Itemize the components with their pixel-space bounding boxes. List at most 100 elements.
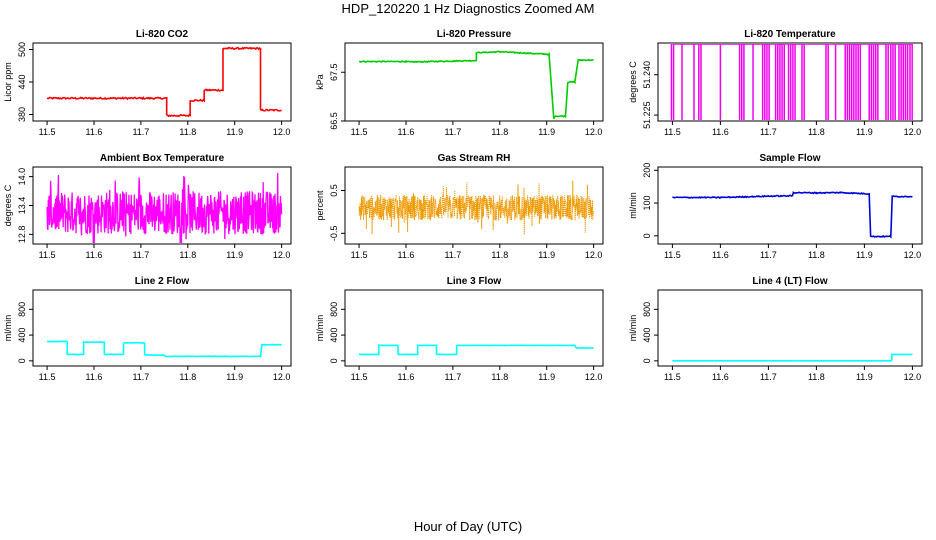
x-axis-label: Hour of Day (UTC) [414, 519, 522, 534]
chart-panel-6: Sample Flow 11.5 11.6 11.7 11.8 11.9 12.0 0 100 2… [628, 153, 923, 260]
panel-title: Li-820 CO2 [136, 29, 189, 40]
y-tick-label: 66.5 [329, 112, 339, 130]
series-line [672, 353, 913, 362]
x-tick-label: 11.9 [538, 250, 555, 260]
x-tick-label: 11.5 [664, 250, 681, 260]
data-layer [46, 46, 282, 118]
y-axis-label: kPa [315, 74, 325, 90]
data-layer [672, 353, 913, 362]
data-layer [46, 172, 283, 243]
series-line [46, 172, 283, 243]
x-tick-label: 11.6 [712, 250, 729, 260]
y-axis-label: Licor ppm [3, 62, 13, 102]
series-points [358, 180, 595, 235]
y-tick-label: 13.4 [17, 197, 27, 215]
y-axis-label: ml/min [628, 192, 638, 219]
plot-frame [32, 42, 292, 122]
data-layer [359, 50, 594, 120]
x-tick-label: 12.0 [904, 372, 922, 382]
data-layer [46, 340, 282, 358]
x-tick-label: 11.7 [132, 372, 149, 382]
x-tick-label: 11.6 [398, 372, 415, 382]
x-tick-label: 11.8 [491, 127, 508, 137]
y-tick-label: 14.0 [17, 168, 27, 186]
x-tick-label: 11.9 [538, 372, 555, 382]
x-tick-label: 11.9 [226, 250, 243, 260]
y-tick-label: 0 [329, 358, 339, 363]
x-tick-label: 12.0 [273, 250, 291, 260]
x-tick-label: 11.6 [712, 127, 729, 137]
series-line [46, 46, 282, 118]
x-tick-label: 11.9 [538, 127, 555, 137]
panel-title: Line 4 (LT) Flow [752, 276, 828, 287]
chart-panel-1: Li-820 CO2 11.5 11.6 11.7 11.8 11.9 12.0 380 440… [3, 29, 292, 137]
x-tick-label: 11.7 [132, 250, 149, 260]
x-tick-label: 12.0 [273, 372, 291, 382]
x-tick-label: 11.9 [856, 127, 873, 137]
panel-title: Ambient Box Temperature [100, 153, 225, 164]
x-tick-label: 11.7 [132, 127, 149, 137]
chart-panel-9: Line 4 (LT) Flow 11.5 11.6 11.7 11.8 11.9 12.0… [628, 276, 923, 382]
x-tick-label: 11.5 [664, 127, 681, 137]
x-tick-label: 12.0 [585, 372, 603, 382]
x-tick-label: 11.6 [712, 372, 729, 382]
x-tick-label: 11.6 [398, 250, 415, 260]
x-tick-label: 12.0 [904, 127, 922, 137]
y-tick-label: 0 [17, 358, 27, 363]
y-axis-label: degrees C [3, 184, 13, 226]
x-tick-label: 11.5 [39, 372, 56, 382]
series-line [359, 344, 594, 356]
plot-frame [657, 166, 923, 245]
y-tick-label: -0.5 [329, 226, 339, 242]
y-tick-label: 100 [642, 196, 652, 211]
series-line [46, 340, 282, 358]
x-tick-label: 11.8 [808, 250, 825, 260]
y-tick-label: 440 [17, 74, 27, 89]
plot-frame [32, 289, 292, 367]
x-tick-label: 12.0 [273, 127, 291, 137]
x-tick-label: 12.0 [904, 250, 922, 260]
y-tick-label: 800 [642, 302, 652, 317]
y-tick-label: 0 [642, 233, 652, 238]
chart-panel-2: Li-820 Pressure 11.5 11.6 11.7 11.8 11.9 12.0 6… [315, 29, 604, 137]
series-line [359, 50, 594, 120]
y-tick-label: 380 [17, 107, 27, 122]
data-layer [672, 191, 913, 239]
chart-panel-8: Line 3 Flow 11.5 11.6 11.7 11.8 11.9 12.0 0 400 8… [315, 276, 604, 382]
x-tick-label: 11.8 [808, 372, 825, 382]
x-tick-label: 11.6 [86, 372, 103, 382]
x-tick-label: 11.5 [351, 372, 368, 382]
y-tick-label: 800 [329, 302, 339, 317]
plot-frame [657, 42, 923, 122]
x-tick-label: 11.9 [226, 127, 243, 137]
x-tick-label: 11.7 [760, 127, 777, 137]
y-axis-label: ml/min [628, 315, 638, 342]
x-tick-label: 11.8 [808, 127, 825, 137]
panel-title: Gas Stream RH [438, 153, 511, 164]
data-layer [359, 344, 594, 356]
plot-frame [344, 166, 604, 245]
panel-title: Line 2 Flow [135, 276, 190, 287]
x-tick-label: 12.0 [585, 250, 603, 260]
y-tick-label: 400 [17, 328, 27, 343]
x-tick-label: 11.5 [351, 127, 368, 137]
x-tick-label: 11.6 [86, 250, 103, 260]
x-tick-label: 11.8 [491, 372, 508, 382]
x-tick-label: 11.5 [351, 250, 368, 260]
figure-title: HDP_120220 1 Hz Diagnostics Zoomed AM [342, 1, 595, 16]
x-tick-label: 11.8 [179, 372, 196, 382]
y-tick-label: 0.5 [329, 184, 339, 197]
x-tick-label: 11.5 [664, 372, 681, 382]
y-tick-label: 51.225 [642, 101, 652, 129]
plot-frame [657, 289, 923, 367]
x-tick-label: 11.7 [444, 127, 461, 137]
x-tick-label: 12.0 [585, 127, 603, 137]
x-tick-label: 11.8 [491, 250, 508, 260]
y-tick-label: 800 [17, 302, 27, 317]
y-axis-label: ml/min [315, 315, 325, 342]
x-tick-label: 11.9 [856, 250, 873, 260]
y-tick-label: 12.8 [17, 226, 27, 244]
x-tick-label: 11.5 [39, 250, 56, 260]
y-tick-label: 51.240 [642, 61, 652, 89]
